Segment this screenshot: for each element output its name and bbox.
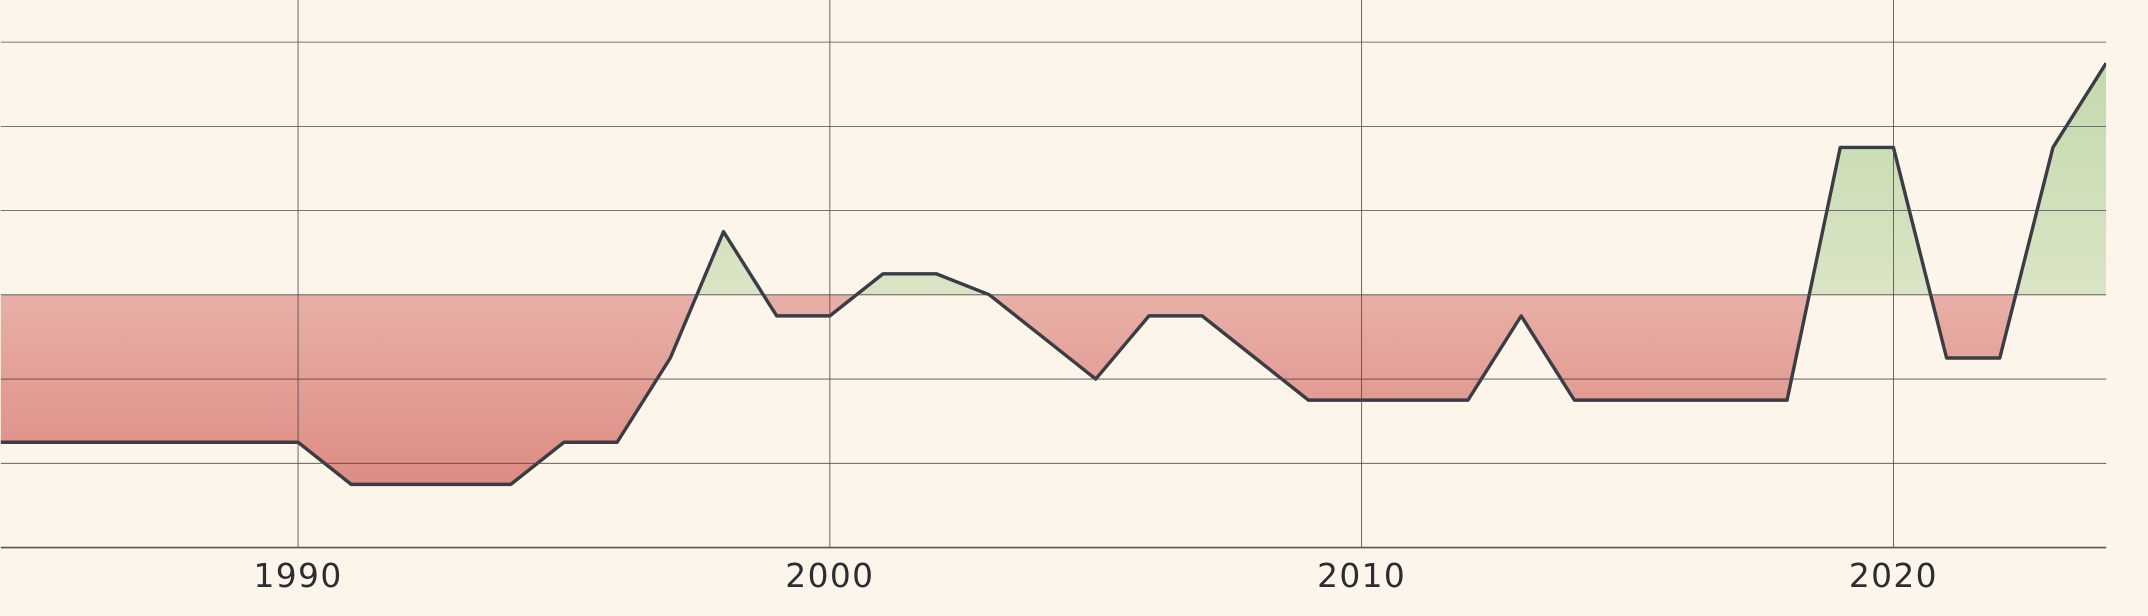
x-tick-label: 2020: [1849, 557, 1938, 595]
line: [0, 62, 2107, 487]
plot-area: [0, 62, 2107, 487]
x-tick-label: 1990: [254, 557, 343, 595]
x-tick-label: 2000: [785, 557, 874, 595]
area-below: [0, 294, 2107, 485]
x-tick-label: 2010: [1317, 557, 1406, 595]
